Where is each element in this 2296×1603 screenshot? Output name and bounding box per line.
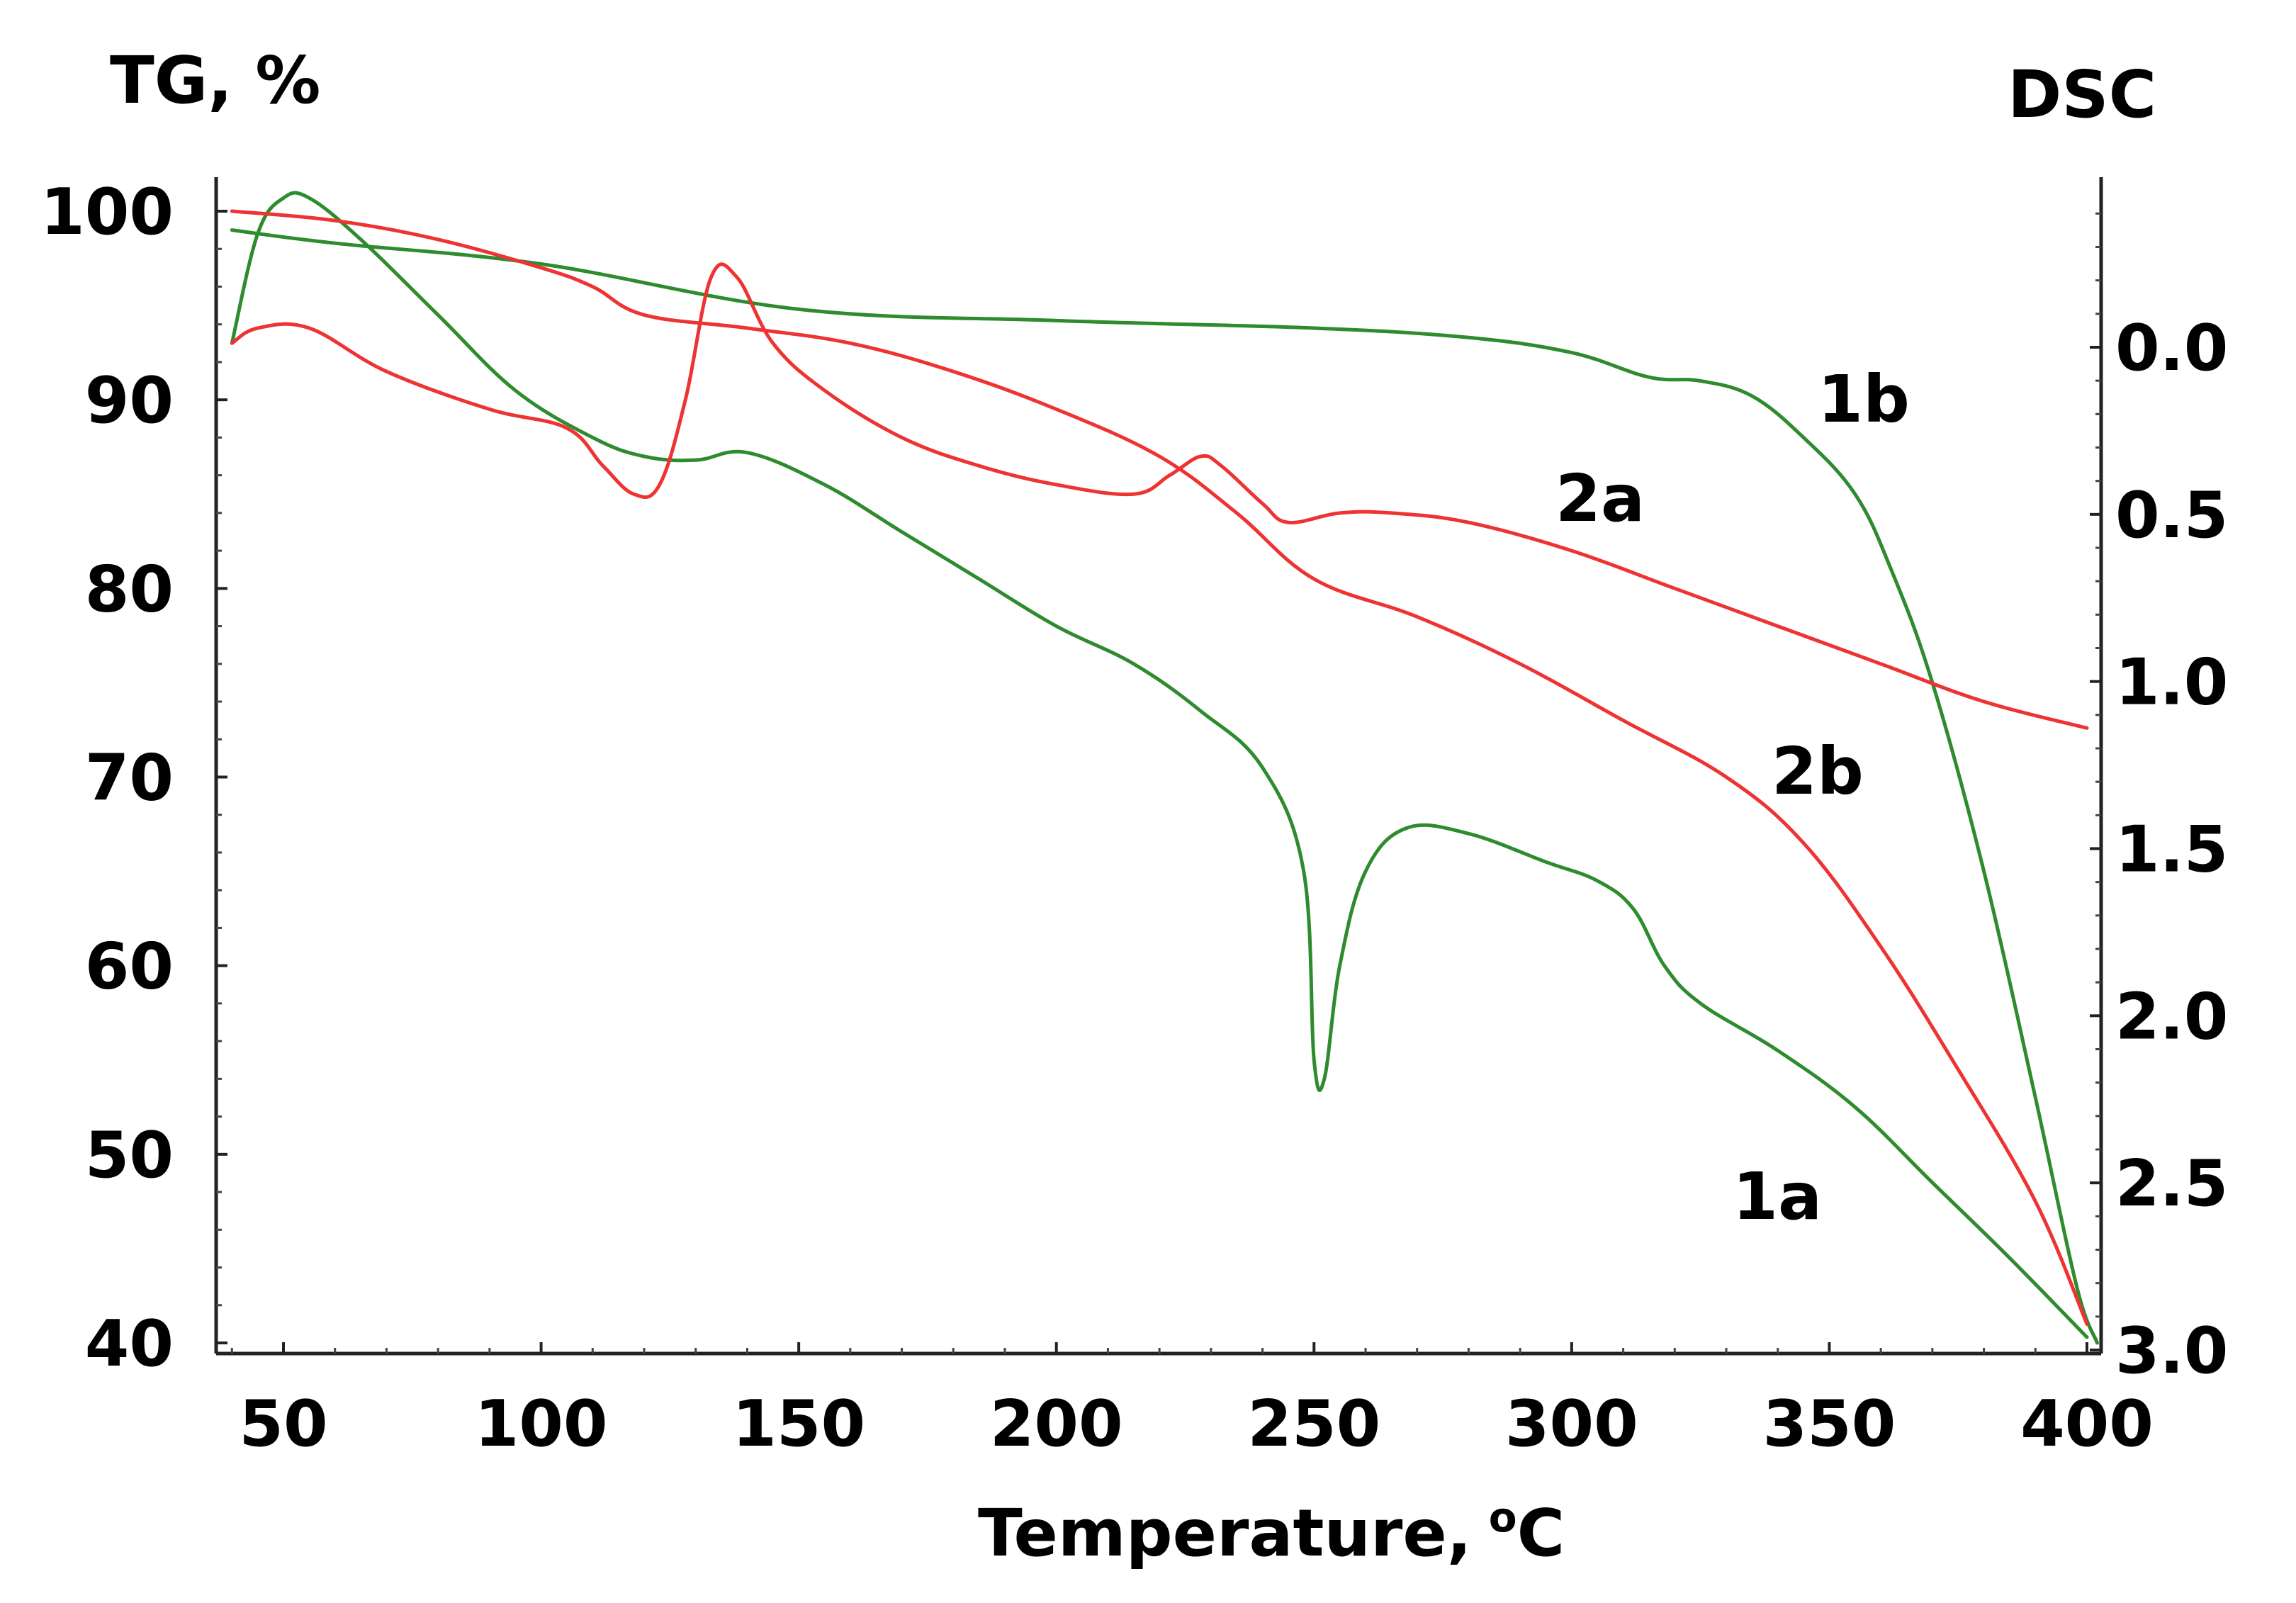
y-right-tick-label: 0.5 — [2115, 478, 2228, 553]
series-1a-line — [230, 191, 2089, 1339]
y-right-tick-label: 0.0 — [2115, 311, 2228, 386]
series-1b-line — [230, 228, 2099, 1345]
y-left-axis-title: TG, % — [110, 43, 320, 118]
x-tick-label: 400 — [2020, 1387, 2154, 1461]
y-right-tick-label: 2.0 — [2115, 979, 2228, 1054]
y-left-tick-label: 40 — [85, 1307, 174, 1381]
series-2b-line — [230, 209, 2089, 1326]
x-axis-title-unit: C — [1517, 1495, 1565, 1571]
y-right-tick-label: 2.5 — [2115, 1147, 2228, 1221]
x-tick-label: 100 — [475, 1387, 608, 1461]
x-tick-label: 250 — [1247, 1387, 1380, 1461]
series-2a-line — [230, 262, 2089, 730]
series-2b-label: 2b — [1772, 733, 1864, 809]
y-right-axis-title: DSC — [2008, 57, 2156, 133]
y-right-tick-label: 1.0 — [2115, 646, 2228, 720]
series-2a-label: 2a — [1555, 461, 1645, 536]
x-axis-title: Temperature, oC — [978, 1493, 1565, 1571]
series-layer — [230, 191, 2099, 1345]
y-left-tick-label: 80 — [85, 552, 174, 626]
x-tick-label: 350 — [1762, 1387, 1896, 1461]
y-left-tick-label: 70 — [85, 741, 174, 816]
series-1b-label: 1b — [1818, 361, 1910, 437]
x-tick-label: 50 — [239, 1387, 327, 1461]
x-tick-label: 300 — [1505, 1387, 1638, 1461]
y-left-tick-label: 90 — [85, 364, 174, 438]
y-right-tick-label: 1.5 — [2115, 813, 2228, 887]
x-axis-title-superscript: o — [1489, 1493, 1517, 1541]
y-left-tick-label: 100 — [40, 175, 174, 249]
y-left-tick-label: 50 — [85, 1118, 174, 1193]
series-1a-label: 1a — [1733, 1159, 1822, 1234]
axes-layer — [214, 177, 2103, 1356]
x-axis-title-text: Temperature, — [978, 1495, 1472, 1571]
x-tick-label: 200 — [990, 1387, 1123, 1461]
labels-layer: TG, % DSC Temperature, oC 40 50 60 70 80 90 100… — [40, 43, 2228, 1571]
x-tick-label: 150 — [732, 1387, 865, 1461]
y-left-tick-label: 60 — [85, 930, 174, 1004]
y-right-tick-label: 3.0 — [2115, 1314, 2228, 1388]
